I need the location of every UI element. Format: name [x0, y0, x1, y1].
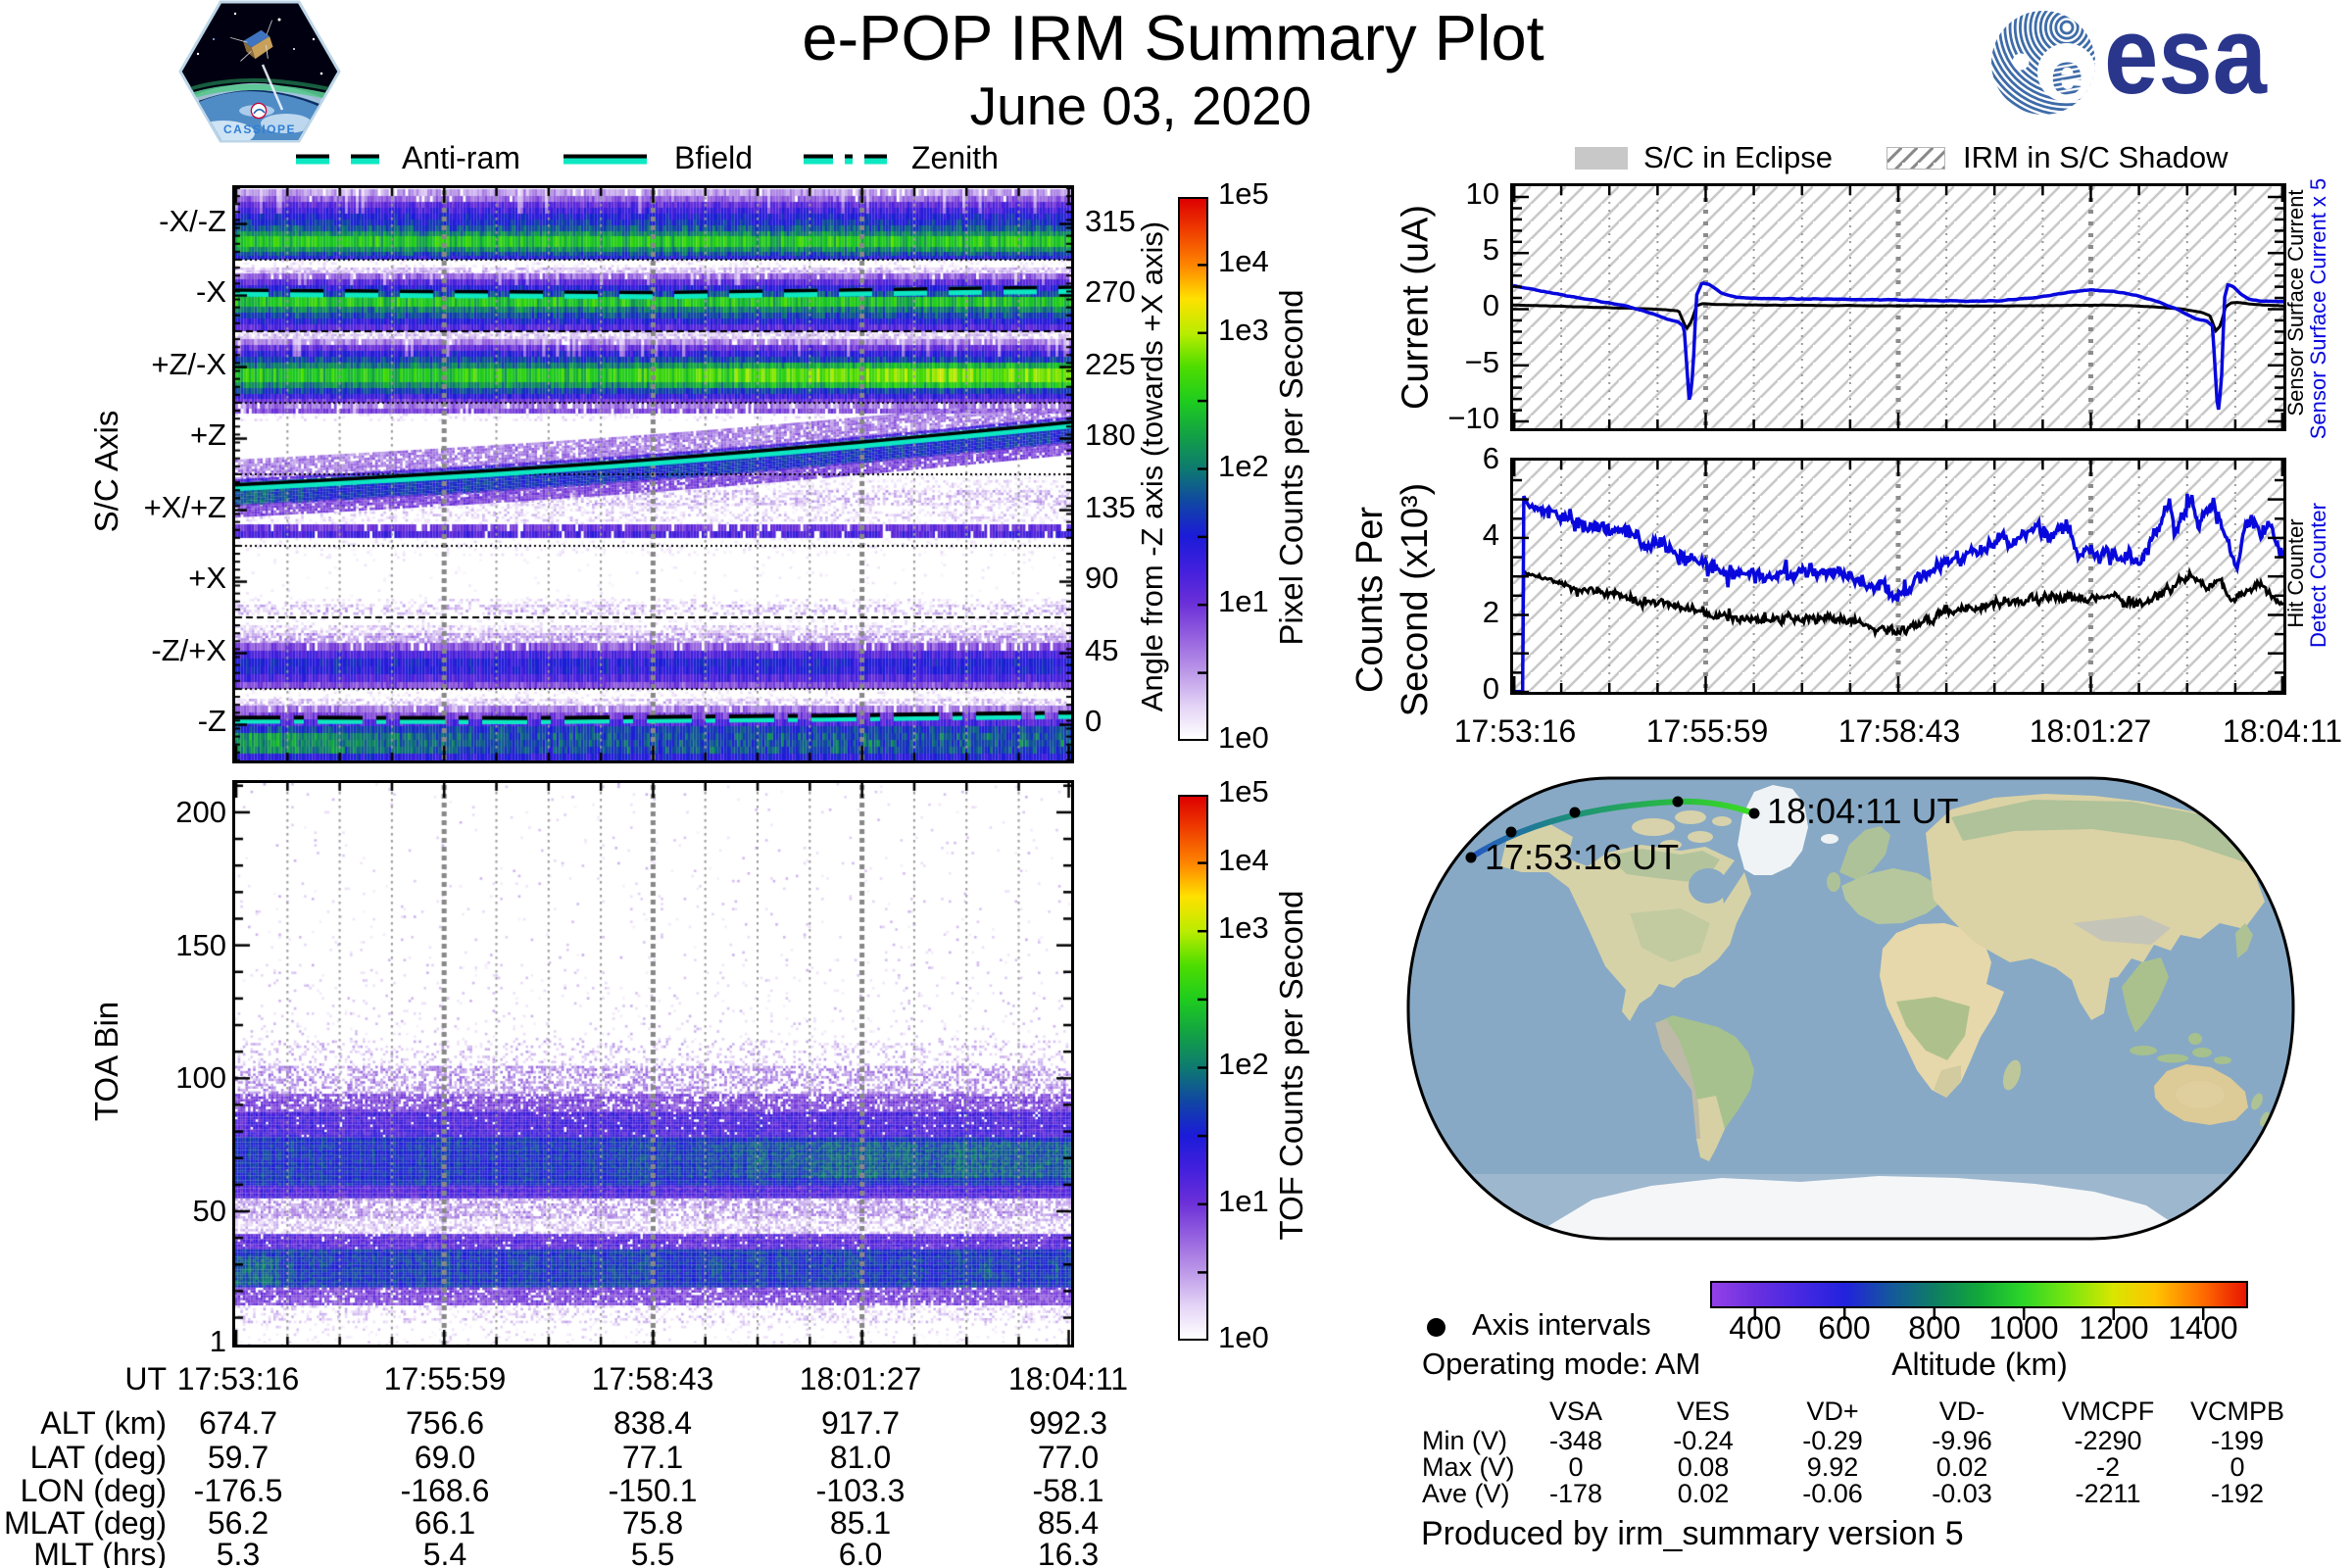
svg-text:esa: esa	[2104, 6, 2268, 117]
svg-text:CASSIOPE: CASSIOPE	[223, 122, 296, 136]
svg-text:17:53:16 UT: 17:53:16 UT	[1485, 837, 1679, 877]
svg-text:18:04:11 UT: 18:04:11 UT	[1767, 791, 1958, 831]
svg-text:e: e	[2050, 41, 2082, 107]
